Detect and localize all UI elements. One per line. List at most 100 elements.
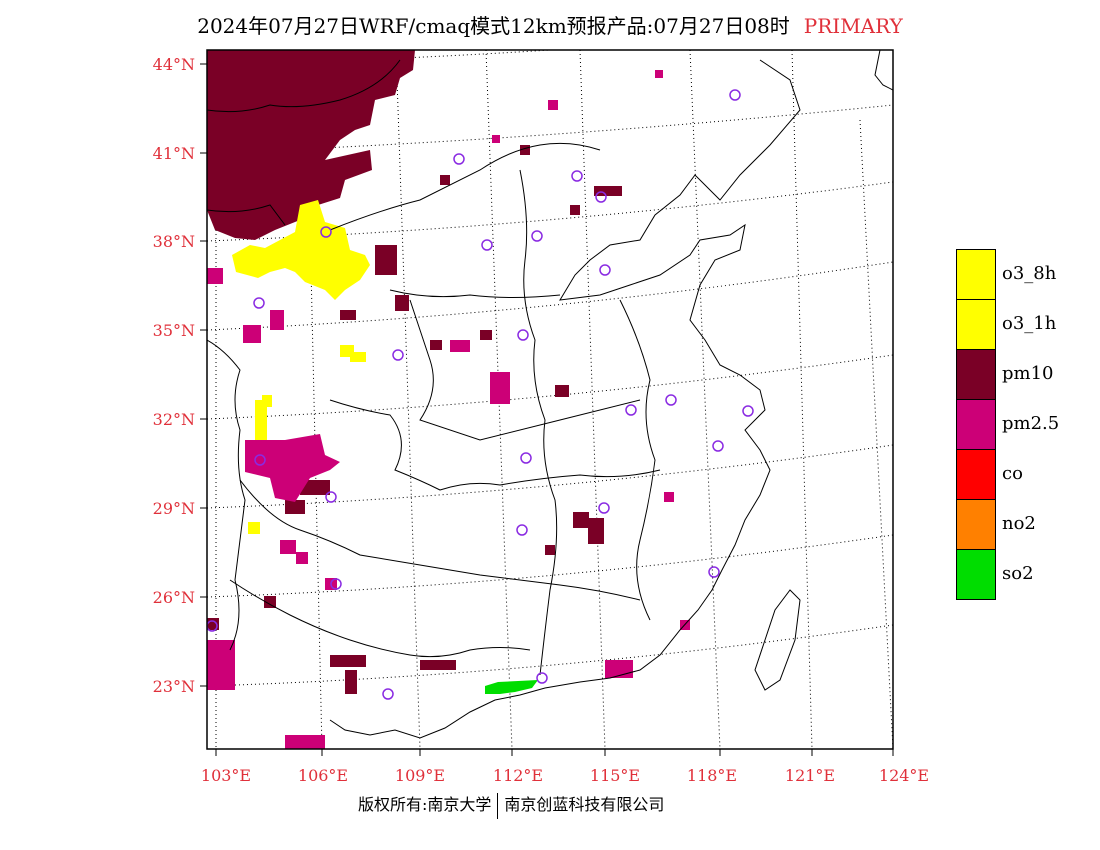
legend-label: o3_1h [1002,313,1057,334]
o3-region-north [232,200,370,300]
pm10-patch [264,596,276,608]
station-marker [516,524,528,536]
graticule-lon-121 [791,50,813,749]
legend-label: so2 [1002,563,1034,584]
graticule-lon-115 [579,50,606,749]
lat-label: 44°N [152,55,195,74]
lon-label: 106°E [297,766,349,785]
boundary-inner [207,204,286,226]
pm25-patch [664,492,674,502]
boundary-province-7 [519,169,558,676]
o3-patch [255,400,267,440]
pm10-patch [340,310,356,320]
lat-label: 32°N [152,410,195,429]
coastline-east [329,59,801,739]
pm10-patch [555,385,569,397]
station-marker [712,440,724,452]
lon-label: 109°E [394,766,446,785]
graticule-lon-118 [689,50,721,749]
station-marker [729,89,741,101]
lat-label: 41°N [152,144,195,163]
map-frame [206,49,894,750]
station-marker [708,566,720,578]
station-marker [599,264,611,276]
boundary-northeast [874,50,893,91]
title-tag: PRIMARY [803,14,903,38]
lat-label: 23°N [152,677,195,696]
legend-label: no2 [1002,513,1036,534]
pm10-patch [570,205,580,215]
pm10-patch [330,655,366,667]
graticule-lon-112 [485,50,513,749]
lon-label: 115°E [589,766,641,785]
lon-label: 124°E [878,766,930,785]
pm10-patch [395,295,409,311]
pm10-patch [300,480,330,495]
legend-swatch [956,449,996,500]
o3-patch [248,522,260,534]
station-marker [392,349,404,361]
station-marker [253,297,265,309]
o3-patch [350,352,366,362]
pm10-patch [375,245,397,275]
pm10-patch [594,186,622,196]
legend-swatch [956,549,996,600]
boundary-province-8 [619,299,656,621]
pm25-patch [548,100,558,110]
pm25-patch [296,552,308,564]
station-marker [595,191,607,203]
copyright-company: 南京创蓝科技有限公司 [504,795,665,814]
lat-label: 29°N [152,499,195,518]
station-marker [325,491,337,503]
pm10-patch [345,670,357,694]
boundary-province-2 [389,289,561,298]
pm25-patch [655,70,663,78]
station-marker [742,405,754,417]
station-marker [330,578,342,590]
coastline-taiwan [754,589,801,691]
frame-ticks [200,63,894,756]
station-marker [536,672,548,684]
station-marker [665,394,677,406]
legend-label: o3_8h [1002,263,1057,284]
pm10-patch [480,330,492,340]
pm10-patch [545,545,555,555]
lat-label: 35°N [152,321,195,340]
chart-title: 2024年07月27日WRF/cmaq模式12km预报产品:07月27日08时 P… [0,10,1100,39]
o3-patch [262,395,272,407]
boundary-province-6 [229,579,531,658]
boundaries [207,50,893,739]
pm10-patch [440,175,450,185]
legend-swatch [956,399,996,450]
pm10-patch [588,518,604,544]
pm10-patch [520,145,530,155]
station-marker [254,454,266,466]
station-marker [382,688,394,700]
station-markers [207,89,754,700]
so2-areas [485,680,538,694]
pm25-patch [285,735,325,749]
boundary-mongolia [207,59,401,113]
pm25-patch [270,310,284,330]
copyright-owner: 版权所有:南京大学 [358,795,492,814]
pm25-patch [492,135,500,143]
legend-label: pm10 [1002,363,1054,384]
lat-label: 38°N [152,232,195,251]
legend-swatch [956,499,996,550]
graticule-lon-124 [859,119,893,749]
station-marker [320,226,332,238]
legend-swatch [956,349,996,400]
legend-swatch [956,299,996,350]
lon-label: 118°E [686,766,738,785]
station-marker [207,620,218,632]
lon-label: 112°E [492,766,544,785]
pm25-region-sichuan [245,434,340,502]
pm10-region-north [207,50,415,240]
pm10-patch [573,512,589,528]
boundary-west [207,339,246,651]
so2-region-south [485,680,538,694]
graticule-lon-109 [395,50,421,749]
legend-label: co [1002,463,1023,484]
pm25-patch [450,340,470,352]
